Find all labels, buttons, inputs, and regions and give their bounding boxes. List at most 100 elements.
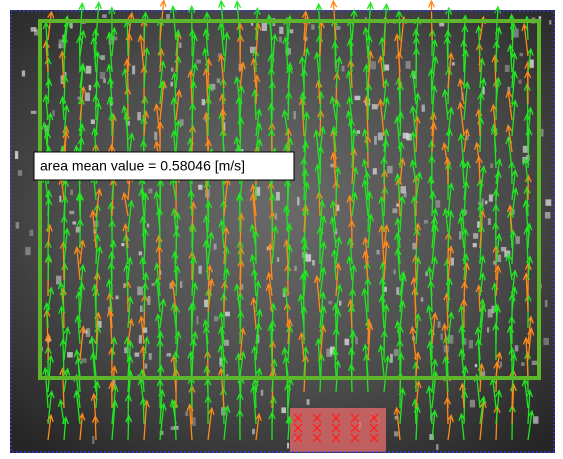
speckle [470,400,475,408]
speckle [22,70,25,76]
speckle [140,306,143,312]
speckle [166,353,171,356]
speckle [15,151,18,159]
speckle [18,170,22,176]
speckle [30,230,34,236]
speckle [339,301,341,306]
speckle [424,220,428,223]
speckle [493,261,495,265]
speckle [139,251,142,255]
speckle [214,244,217,250]
speckle [297,197,299,205]
speckle [52,110,55,116]
speckle [396,204,399,207]
speckle [147,296,150,305]
speckle [196,59,201,63]
speckle [336,26,340,30]
speckle [549,20,551,24]
speckle [154,132,157,140]
speckle [404,193,407,198]
speckle [422,105,425,112]
speckle [262,23,267,31]
speckle [384,65,389,71]
speckle [392,208,397,213]
speckle [139,335,142,343]
speckle [252,429,255,435]
speckle [406,61,411,69]
speckle [373,168,377,174]
speckle [100,72,105,79]
piv-view: area mean value = 0.58046 [m/s] [0,0,563,459]
speckle [147,224,149,228]
speckle [489,194,493,201]
speckle [543,338,549,345]
speckle [91,119,95,124]
speckle [152,283,155,286]
speckle [294,266,297,271]
speckle [121,243,124,246]
speckle [473,243,477,247]
speckle [545,212,550,219]
speckle [70,190,73,195]
speckle [69,211,74,214]
speckle [290,29,294,33]
speckle [438,321,441,328]
speckle [92,436,94,444]
speckle [377,250,380,254]
speckle [311,24,314,29]
speckle [390,354,393,363]
speckle [16,222,19,228]
speckle [72,221,76,224]
speckle [545,199,551,205]
speckle [387,166,393,173]
speckle [441,333,443,340]
speckle [170,82,173,87]
speckle [545,300,548,307]
speckle [279,37,282,43]
speckle [31,111,37,114]
speckle [475,364,477,367]
speckle [518,79,521,83]
speckle [501,247,506,252]
speckle [89,85,91,91]
speckle [541,129,543,137]
speckle [171,68,173,72]
speckle [394,349,399,356]
speckle [224,340,229,346]
speckle [312,260,314,265]
speckle [135,353,140,357]
speckle [148,188,152,193]
speckle [276,192,280,201]
speckle [132,65,135,74]
annotation-label: area mean value = 0.58046 [m/s] [40,158,245,174]
speckle [490,164,493,168]
speckle [101,55,105,60]
speckle [102,14,106,18]
speckle [305,254,311,261]
speckle [25,247,30,255]
speckle [515,345,519,351]
speckle [520,53,523,56]
speckle [149,353,152,360]
speckle [179,43,181,48]
speckle [116,296,119,300]
speckle [198,185,202,190]
speckle [59,39,65,48]
speckle [137,112,141,120]
speckle [532,361,538,365]
speckle [67,352,73,357]
speckle [293,111,295,119]
speckle [103,78,106,83]
speckle [403,133,409,139]
speckle [198,266,201,274]
speckle [281,407,286,413]
speckle [370,61,376,69]
speckle [192,417,196,426]
speckle [196,316,198,324]
speckle [287,443,289,449]
speckle [59,196,61,202]
speckle [469,340,473,348]
speckle [355,337,358,344]
speckle [341,66,344,72]
speckle [436,444,438,450]
